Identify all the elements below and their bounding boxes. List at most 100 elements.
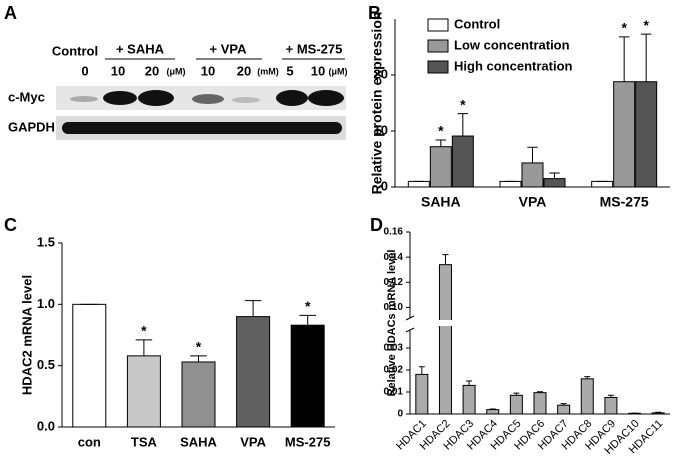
legend-label: Low concentration xyxy=(454,37,570,52)
error-bar xyxy=(560,403,567,406)
band xyxy=(308,90,344,106)
significance: * xyxy=(621,20,627,36)
y-axis-label: Relative protein expression xyxy=(369,12,385,195)
group-label: + SAHA xyxy=(116,41,165,56)
bar xyxy=(72,303,107,428)
error-bar xyxy=(299,314,316,326)
error-bar xyxy=(244,300,262,317)
band xyxy=(62,122,342,134)
row-label: c-Myc xyxy=(8,89,45,104)
dose-label: (μM) xyxy=(329,66,348,76)
axis-break xyxy=(405,327,415,333)
y-tick-label: 1.0 xyxy=(37,296,55,311)
bar xyxy=(290,324,325,428)
bar xyxy=(580,378,594,415)
error-bar xyxy=(549,172,560,179)
significance: * xyxy=(305,298,311,314)
bar xyxy=(635,81,658,188)
dose-label: 20 xyxy=(145,63,159,78)
y-tick-label: 0 xyxy=(397,409,403,420)
x-tick-label: TSA xyxy=(131,434,158,449)
legend-label: High concentration xyxy=(454,58,573,73)
legend-swatch xyxy=(427,18,449,32)
bar xyxy=(533,392,547,415)
error-bar xyxy=(584,376,591,379)
error-bar xyxy=(527,146,538,163)
y-tick-label: 0.16 xyxy=(384,227,404,238)
x-tick-label: MS-275 xyxy=(600,194,649,210)
band xyxy=(232,97,260,103)
dose-label: 10 xyxy=(201,63,215,78)
bar xyxy=(236,316,271,428)
bar xyxy=(613,81,636,188)
axis-break xyxy=(405,315,415,321)
error-bar xyxy=(640,33,652,82)
significance: * xyxy=(460,96,466,112)
dose-label: (μM) xyxy=(167,66,186,76)
bar xyxy=(438,264,452,415)
bar xyxy=(604,397,618,415)
y-tick-label: 0.0 xyxy=(37,418,55,433)
bands xyxy=(62,90,344,134)
x-tick-label: MS-275 xyxy=(285,434,331,449)
error-bar xyxy=(435,139,447,147)
band xyxy=(103,91,137,105)
bar xyxy=(486,409,500,415)
bar xyxy=(415,373,429,415)
dose-label: (mM) xyxy=(257,66,279,76)
group-label: + MS-275 xyxy=(286,41,343,56)
row-label: GAPDH xyxy=(8,119,55,134)
x-tick-label: con xyxy=(78,434,101,449)
bar xyxy=(126,355,161,428)
bar xyxy=(543,178,566,188)
dose-label: 10 xyxy=(311,63,325,78)
group-label: Control xyxy=(52,43,98,58)
bar xyxy=(407,180,430,188)
y-tick-label: 1.5 xyxy=(37,234,55,249)
error-bar xyxy=(655,411,662,413)
y-tick-label: 0.14 xyxy=(384,252,404,263)
x-tick-label: SAHA xyxy=(180,434,217,449)
y-tick-label: 0.5 xyxy=(37,357,55,372)
error-bar xyxy=(135,339,153,356)
group-label: + VPA xyxy=(210,41,248,56)
panel-label: C xyxy=(4,215,17,235)
error-bar xyxy=(190,355,207,362)
dose-label: 20 xyxy=(237,63,251,78)
dose-label: 10 xyxy=(111,63,125,78)
bar xyxy=(557,404,571,415)
x-tick-label: VPA xyxy=(240,434,266,449)
y-tick-label: 0.03 xyxy=(384,343,404,354)
y-tick-label: 0.12 xyxy=(384,277,404,288)
error-bar xyxy=(418,366,425,375)
band xyxy=(192,94,224,104)
error-bar xyxy=(513,392,520,396)
y-tick-label: 0 xyxy=(381,178,388,193)
significance: * xyxy=(438,123,444,139)
y-tick-label: 10 xyxy=(374,122,388,137)
y-tick-label: 0.01 xyxy=(384,387,404,398)
bar xyxy=(651,412,665,415)
error-bar xyxy=(607,394,614,398)
dose-label: 5 xyxy=(286,63,293,78)
band xyxy=(70,96,98,102)
error-bar xyxy=(466,380,473,386)
error-bar xyxy=(618,36,630,82)
bar xyxy=(499,180,522,188)
y-axis-label: Relative HDACs mRNA level xyxy=(386,250,398,397)
bar xyxy=(451,135,474,188)
panel-label: B xyxy=(368,3,381,23)
error-bar xyxy=(489,408,496,410)
band xyxy=(276,90,308,106)
legend-label: Control xyxy=(454,16,500,31)
bar xyxy=(509,394,523,415)
x-tick-label: VPA xyxy=(519,194,547,210)
bar xyxy=(521,162,544,188)
bar xyxy=(462,384,476,415)
panel-label: A xyxy=(4,3,17,23)
bar-break xyxy=(438,320,453,326)
significance: * xyxy=(196,339,202,355)
error-bar xyxy=(457,113,469,137)
y-tick-label: 20 xyxy=(374,66,388,81)
